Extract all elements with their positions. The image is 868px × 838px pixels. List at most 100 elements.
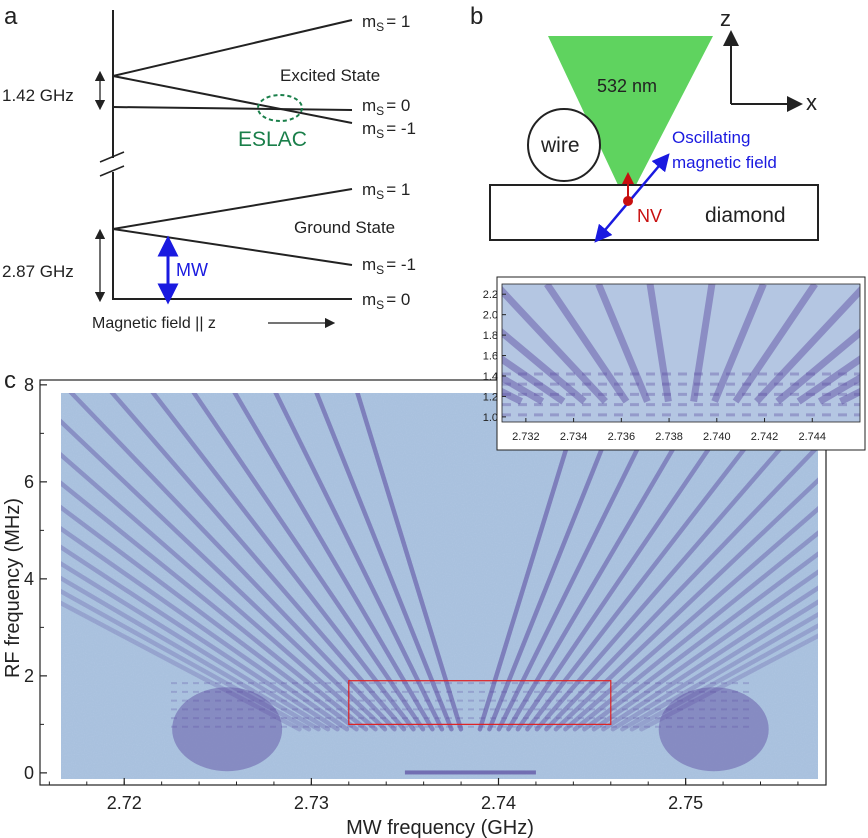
excited-ms-minus1-line <box>112 75 353 124</box>
resonance-stripe <box>61 418 388 732</box>
zoom-region-box <box>348 680 612 725</box>
mw-label: MW <box>176 260 208 280</box>
panel-c-label: c <box>4 367 16 394</box>
resonance-blob <box>658 687 769 772</box>
resonance-stripe <box>544 443 818 732</box>
wire-circle <box>527 108 601 182</box>
excited-ms-plus1-line <box>112 19 353 77</box>
resonance-stripe <box>61 526 350 732</box>
resonance-stripe <box>68 393 397 732</box>
inset-stripe <box>595 284 651 403</box>
panel-a: a mS = 1 mS = 0 mS = -1 mS = 1 mS = -1 mS = 0 … <box>2 3 416 332</box>
resonance-stripe <box>314 393 454 732</box>
beam-label: 532 nm <box>597 76 657 96</box>
resonance-stripe <box>61 561 331 732</box>
resonance-stripe <box>582 551 818 732</box>
y-tick-label: 6 <box>24 472 34 492</box>
y-tick-label: 8 <box>24 375 34 395</box>
inset-x-tick-label: 2.744 <box>799 431 827 443</box>
inset-y-tick-label: 1.0 <box>483 412 498 424</box>
ms-label-exc-0: mS = 0 <box>362 96 410 118</box>
panel-c: c 2.72 2.73 2.74 2.75 0 2 4 6 8 MW frequency (G… <box>2 276 866 838</box>
nv-center-dot <box>623 196 633 206</box>
eslac-circle <box>257 94 303 122</box>
inset-y-tick-label: 2.0 <box>483 310 498 322</box>
resonance-stripe <box>553 477 818 732</box>
resonance-stripe <box>591 569 818 732</box>
inset-stripe <box>502 328 587 405</box>
x-tick-label: 2.74 <box>481 793 516 813</box>
resonance-blob <box>172 687 283 772</box>
z-axis-label: z <box>720 6 731 31</box>
diamond-label: diamond <box>705 204 786 227</box>
x-axis-title: MW frequency (GHz) <box>346 817 534 838</box>
panel-b: b 532 nm wire diamond Oscillating magnet… <box>470 3 819 243</box>
inset-x-tick-label: 2.740 <box>703 431 731 443</box>
resonance-stripe <box>109 393 407 732</box>
resonance-stripe <box>572 530 818 732</box>
resonance-stripe <box>639 633 818 732</box>
y-axis-title: RF frequency (MHz) <box>2 498 24 678</box>
inset-stripe <box>754 285 860 404</box>
ground-ms-minus1-line <box>112 228 353 266</box>
inset-y-tick-label: 1.8 <box>483 330 498 342</box>
ms-label-exc-plus1: mS = 1 <box>362 12 410 34</box>
resonance-stripe <box>191 393 426 732</box>
inset-stripe <box>775 328 860 405</box>
nv-label: NV <box>637 206 662 226</box>
wire-label: wire <box>540 134 580 157</box>
laser-beam <box>548 36 713 185</box>
resonance-stripe <box>61 600 302 732</box>
excited-ms-0-line <box>112 106 353 111</box>
resonance-stripes <box>61 393 818 732</box>
low-frequency-blobs <box>172 687 769 775</box>
y-tick-label: 4 <box>24 569 34 589</box>
heatmap-main <box>61 393 818 779</box>
x-tick-label: 2.72 <box>107 793 142 813</box>
inset-y-ticks: 1.0 1.2 1.4 1.6 1.8 2.0 2.2 <box>483 289 506 424</box>
inset-stripe <box>690 284 716 403</box>
inset-stripe <box>502 285 608 404</box>
axis-break-mark <box>99 165 125 177</box>
resonance-stripe <box>629 623 818 732</box>
resonance-stripe <box>61 504 359 732</box>
resonance-stripe <box>610 599 818 732</box>
field-label-line2: magnetic field <box>672 153 777 172</box>
resonance-stripe <box>61 452 378 732</box>
ms-label-exc-minus1: mS = -1 <box>362 119 416 141</box>
resonance-stripe <box>355 393 464 732</box>
inset-stripes <box>502 284 860 417</box>
baseline-bar <box>404 770 536 775</box>
inset-stripe <box>711 284 767 403</box>
y-tick-label: 0 <box>24 763 34 783</box>
ground-state-label: Ground State <box>294 218 395 237</box>
inset-y-tick-label: 1.2 <box>483 391 498 403</box>
inset-x-tick-label: 2.732 <box>512 431 540 443</box>
heatmap-noise <box>61 393 818 779</box>
inset-x-tick-label: 2.742 <box>751 431 779 443</box>
plot-frame <box>39 379 827 786</box>
inset-stripe <box>502 373 545 405</box>
ms-label-gnd-plus1: mS = 1 <box>362 180 410 202</box>
inset-y-tick-label: 1.4 <box>483 371 498 383</box>
inset-x-tick-label: 2.738 <box>655 431 683 443</box>
ms-label-gnd-minus1: mS = -1 <box>362 255 416 277</box>
x-tick-label: 2.73 <box>294 793 329 813</box>
x-axis-ticks: 2.72 2.73 2.74 2.75 <box>48 778 799 813</box>
inset-y-tick-label: 1.6 <box>483 351 498 363</box>
eslac-label: ESLAC <box>238 128 307 151</box>
inset-stripe <box>732 284 818 404</box>
x-axis-label: x <box>806 90 817 115</box>
x-tick-label: 2.75 <box>668 793 703 813</box>
y-tick-label: 2 <box>24 666 34 686</box>
excited-gap-label: 1.42 GHz <box>2 86 74 105</box>
resonance-stripe <box>620 611 818 732</box>
field-label-line1: Oscillating <box>672 128 750 147</box>
resonance-stripe <box>150 393 416 732</box>
inset-axes <box>501 283 861 423</box>
inset-stripe <box>646 284 672 403</box>
inset-background <box>502 284 860 422</box>
resonance-stripe <box>273 393 445 732</box>
inset-stripe <box>796 355 860 405</box>
